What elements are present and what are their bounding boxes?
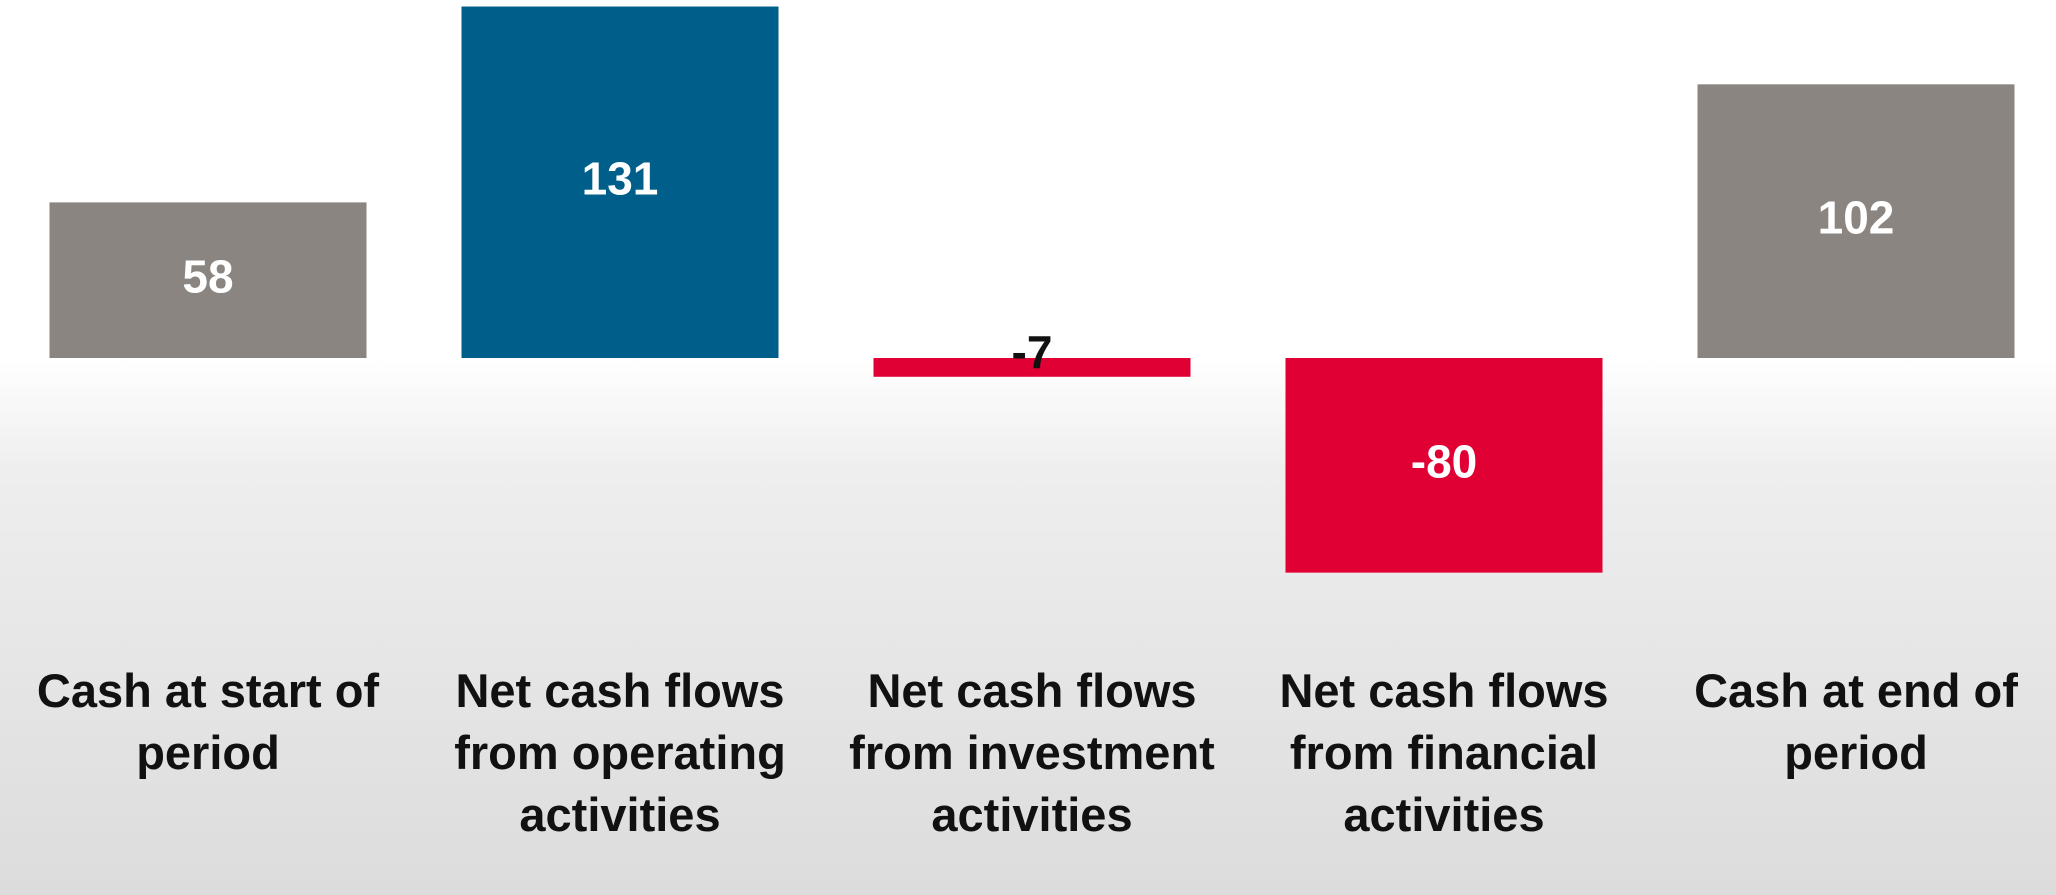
category-label: Cash at start of period bbox=[36, 664, 380, 779]
value-label: 58 bbox=[182, 250, 233, 302]
value-label: -80 bbox=[1411, 435, 1477, 487]
bar bbox=[461, 6, 779, 358]
bar bbox=[1697, 84, 2015, 359]
bar bbox=[1285, 358, 1603, 573]
category-label: Net cash flows from financial activities bbox=[1279, 664, 1609, 841]
value-label: 102 bbox=[1818, 191, 1895, 243]
value-label: -7 bbox=[1012, 326, 1053, 378]
bar bbox=[49, 202, 367, 358]
value-label: 131 bbox=[582, 152, 659, 204]
category-label: Net cash flows from operating activities bbox=[454, 664, 786, 841]
bar bbox=[873, 358, 1191, 377]
category-label: Cash at end of period bbox=[1694, 664, 2018, 779]
category-label: Net cash flows from investment activitie… bbox=[849, 664, 1215, 841]
